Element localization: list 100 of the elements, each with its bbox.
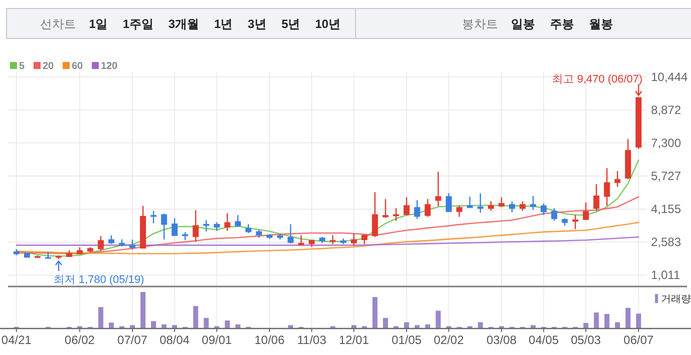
candlestick <box>530 195 536 210</box>
x-tick-label: 01/05 <box>392 333 422 347</box>
bar <box>382 318 388 328</box>
candlestick <box>129 238 136 250</box>
bar <box>414 325 420 328</box>
bar <box>425 324 430 328</box>
candlestick <box>604 168 610 206</box>
candlestick <box>382 198 388 218</box>
bar <box>478 322 483 328</box>
candlestick <box>509 200 516 213</box>
candlestick <box>593 184 600 212</box>
candlestick <box>446 192 452 213</box>
bar <box>636 314 642 328</box>
bar <box>108 322 114 328</box>
bar <box>288 325 294 328</box>
text: 선차트 <box>40 17 76 31</box>
y-tick-label: 8,872 <box>651 102 682 117</box>
bar <box>204 318 209 328</box>
y-tick-label: 10,444 <box>651 70 688 84</box>
candlestick <box>488 200 494 212</box>
text: 월봉 <box>589 17 613 31</box>
candlestick <box>498 196 504 208</box>
y-tick-label: 4,155 <box>651 202 682 216</box>
bar <box>224 320 230 328</box>
candlestick <box>551 208 558 222</box>
candlestick <box>98 236 104 252</box>
bar <box>130 325 135 328</box>
x-tick-label: 02/02 <box>434 333 464 347</box>
candlestick <box>435 171 442 207</box>
x-tick-label: 11/03 <box>297 333 327 347</box>
candlestick <box>161 213 168 240</box>
bar <box>235 324 240 328</box>
legend-label: 20 <box>42 61 54 72</box>
bar <box>193 306 198 328</box>
candlestick <box>540 202 547 216</box>
bar <box>436 310 441 328</box>
legend-label: 120 <box>100 61 118 72</box>
x-tick-label: 07/07 <box>117 333 148 347</box>
candlestick <box>361 234 368 245</box>
bar <box>583 322 588 328</box>
x-tick-label: 08/04 <box>160 333 190 347</box>
candlestick <box>192 210 199 242</box>
text: 3개월 <box>168 17 200 31</box>
text: 주봉 <box>550 17 574 31</box>
legend-label: 5 <box>19 61 25 72</box>
candlestick <box>288 224 294 244</box>
x-tick-label: 05/03 <box>570 333 602 347</box>
bar <box>151 321 156 328</box>
candlestick <box>404 196 410 216</box>
y-tick-label: 2,583 <box>651 235 682 250</box>
text: 1일 <box>89 17 108 31</box>
candlestick <box>330 234 336 245</box>
text: 10년 <box>315 17 340 31</box>
candlestick <box>203 220 210 232</box>
annotation: 최고 9,470 (06/07) <box>552 73 643 86</box>
bar <box>372 297 378 328</box>
candlestick <box>393 208 400 222</box>
x-tick-label: 06/07 <box>624 333 654 347</box>
x-tick-label: 10/06 <box>254 333 285 347</box>
bar <box>140 292 146 328</box>
candlestick <box>350 233 357 246</box>
text: 일봉 <box>511 17 535 31</box>
candlestick <box>224 212 230 232</box>
x-tick-label: 04/05 <box>528 333 560 347</box>
bar <box>351 325 356 328</box>
bar <box>98 307 104 328</box>
legend-label: 60 <box>72 61 84 72</box>
bar <box>626 308 631 328</box>
candlestick <box>372 192 378 238</box>
text: 1주일 <box>122 17 154 31</box>
bar <box>604 314 610 328</box>
bar <box>162 324 167 328</box>
legend-label: 거래량 <box>661 294 691 305</box>
y-tick-label: 5,727 <box>651 169 682 184</box>
y-tick-label: 1,011 <box>651 268 680 282</box>
candlestick <box>234 214 241 228</box>
text: 5년 <box>281 17 300 31</box>
candlestick <box>172 218 178 237</box>
x-tick-label: 03/08 <box>486 333 517 347</box>
annotation: 최저 1,780 (05/19) <box>54 274 144 286</box>
bar <box>614 322 620 328</box>
x-tick-label: 09/01 <box>202 333 232 347</box>
text: 1년 <box>214 17 233 31</box>
x-tick-label: 04/21 <box>1 333 32 347</box>
bar <box>404 322 410 328</box>
text: 봉차트 <box>462 17 498 31</box>
x-tick-label: 12/01 <box>338 333 370 347</box>
candlestick <box>414 200 420 220</box>
candlestick <box>614 170 620 188</box>
candlestick <box>466 196 473 209</box>
candlestick <box>424 198 431 218</box>
bar <box>530 325 536 328</box>
candlestick <box>456 205 462 218</box>
y-tick-label: 7,300 <box>651 136 682 150</box>
candlestick <box>477 192 484 214</box>
candlestick <box>520 200 526 212</box>
candlestick <box>150 210 157 224</box>
text: 3년 <box>248 17 266 31</box>
candlestick <box>582 202 589 221</box>
bar <box>172 325 178 328</box>
